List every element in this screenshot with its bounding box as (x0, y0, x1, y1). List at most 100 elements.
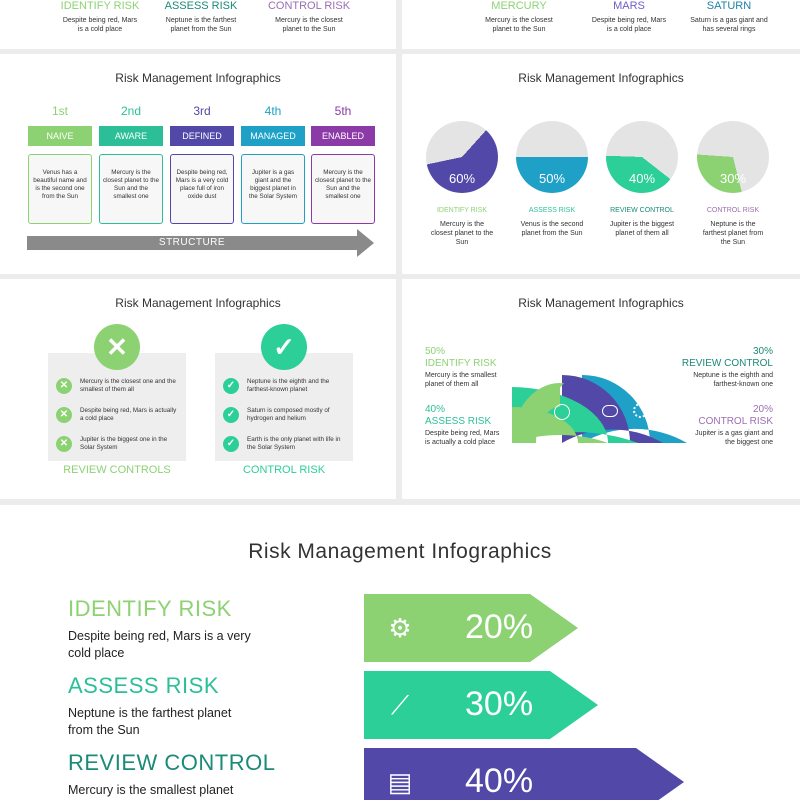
step-tag: NAIVE (28, 126, 92, 146)
main-title: Risk Management Infographics (248, 540, 552, 563)
slide-title: Risk Management Infographics (115, 296, 281, 310)
step-desc-box: Mercury is the closest planet to the Sun… (311, 154, 375, 224)
slide-title: Risk Management Infographics (518, 71, 684, 85)
pie-chart (426, 121, 498, 193)
structure-arrow-shape (27, 229, 374, 257)
clipboard-icon: ▤ (387, 767, 413, 797)
step-ordinal: 3rd (193, 104, 211, 118)
step-tag: MANAGED (241, 126, 305, 146)
slide-title: Risk Management Infographics (115, 71, 281, 85)
value-arrow-shape (364, 748, 684, 800)
card-item-text: Jupiter is the biggest one in the Solar … (80, 436, 168, 451)
row-heading: IDENTIFY RISK (68, 596, 232, 621)
identify-risk-heading: IDENTIFY RISK (60, 0, 140, 12)
line-chart-icon: ⟋ (390, 690, 410, 720)
row-value: 30% (465, 685, 534, 723)
pie-desc: Mercury is the closest planet to the Sun (430, 221, 494, 246)
assess-risk-desc: Neptune is the farthest planet from the … (165, 17, 237, 33)
check-icon: ✓ (223, 378, 239, 394)
step-tag: ENABLED (311, 126, 375, 146)
value-arrow-shape (364, 671, 598, 739)
identify-risk-desc: Despite being red, Mars is a cold place (62, 17, 138, 33)
value-arrow (364, 748, 684, 800)
presentation-icon (660, 403, 675, 415)
row-desc: Despite being red, Mars is a very cold p… (68, 629, 251, 660)
step-ordinal: 4th (264, 104, 282, 118)
gear-icon (633, 403, 648, 418)
ring-left-desc: Despite being red, Mars is actually a co… (425, 430, 500, 446)
pie-chart (516, 121, 588, 193)
row-desc: Neptune is the farthest planet from the … (68, 706, 232, 737)
step-ordinal: 5th (334, 104, 352, 118)
pie-desc: Jupiter is the biggest planet of them al… (609, 221, 675, 237)
ring-right-pct: 30% (752, 346, 773, 357)
top-left-slide: IDENTIFY RISK Despite being red, Mars is… (0, 0, 396, 49)
control-risk-desc: Mercury is the closest planet to the Sun (275, 17, 343, 33)
ring-left-desc: Mercury is the smallest planet of them a… (425, 372, 497, 388)
check-icon: ✓ (223, 407, 239, 423)
step-desc-box: Despite being red, Mars is a very cold p… (170, 154, 234, 224)
row-value: 40% (465, 762, 534, 800)
pie-value: 50% (538, 171, 566, 186)
row-heading: REVIEW CONTROL (68, 750, 276, 775)
mars-desc: Despite being red, Mars is a cold place (591, 17, 667, 33)
ring-arc-2-left (512, 383, 564, 443)
value-arrow-shape (364, 594, 578, 662)
ring-chart (512, 375, 687, 443)
card-item-text: Neptune is the eighth and the farthest-k… (247, 378, 330, 393)
value-arrow (364, 671, 598, 739)
value-arrow (364, 594, 578, 662)
cross-badge-icon: ✕ (94, 324, 140, 370)
pie-chart-icon (554, 404, 570, 420)
step-ordinal: 1st (51, 104, 68, 118)
ring-left-name: IDENTIFY RISK (425, 358, 497, 369)
step-ordinal: 2nd (120, 104, 142, 118)
pie-name: IDENTIFY RISK (436, 207, 488, 214)
cross-icon: ✕ (56, 378, 72, 394)
location-gear-icon: ⚙ (388, 613, 412, 643)
row-heading: ASSESS RISK (68, 673, 220, 698)
pie-value: 30% (719, 171, 747, 186)
cross-icon: ✕ (56, 407, 72, 423)
pie-name: CONTROL RISK (706, 207, 760, 214)
ring-right-name: CONTROL RISK (698, 416, 773, 427)
top-right-slide: MERCURY Mercury is the closest planet to… (402, 0, 800, 49)
mercury-desc: Mercury is the closest planet to the Sun (485, 17, 553, 33)
structure-arrow (27, 229, 374, 257)
pie-desc: Neptune is the farthest planet from the … (702, 221, 764, 246)
card-item-text: Saturn is composed mostly of hydrogen an… (247, 407, 330, 422)
card-item-text: Earth is the only planet with life in th… (247, 436, 341, 451)
pie-value: 40% (628, 171, 656, 186)
slide-title: Risk Management Infographics (518, 296, 684, 310)
card-label: CONTROL RISK (242, 464, 326, 476)
assess-risk-heading: ASSESS RISK (164, 0, 238, 12)
control-risk-heading: CONTROL RISK (267, 0, 351, 12)
mercury-heading: MERCURY (491, 0, 547, 12)
step-desc-box: Mercury is the closest planet to the Sun… (99, 154, 163, 224)
chat-icon (602, 405, 618, 417)
row-value: 20% (465, 608, 534, 646)
step-tag: DEFINED (170, 126, 234, 146)
ring-left-pct: 40% (425, 404, 446, 415)
pie-desc: Venus is the second planet from the Sun (520, 221, 584, 237)
pie-chart (697, 121, 769, 193)
saturn-heading: SATURN (706, 0, 752, 12)
pie-value: 60% (448, 171, 476, 186)
ring-left-pct: 50% (425, 346, 446, 357)
card-item-text: Mercury is the closest one and the small… (80, 378, 176, 393)
pie-name: ASSESS RISK (528, 207, 576, 214)
ring-right-pct: 20% (752, 404, 773, 415)
step-tag: AWARE (99, 126, 163, 146)
cross-icon: ✕ (56, 436, 72, 452)
card-label: REVIEW CONTROLS (63, 464, 171, 476)
step-desc-box: Jupiter is a gas giant and the biggest p… (241, 154, 305, 224)
card-item-text: Despite being red, Mars is actually a co… (80, 407, 177, 422)
structure-label: STRUCTURE (158, 237, 226, 248)
ring-right-name: REVIEW CONTROL (681, 358, 773, 369)
ring-left-name: ASSESS RISK (425, 416, 492, 427)
pie-chart (606, 121, 678, 193)
ring-right-desc: Jupiter is a gas giant and the biggest o… (695, 430, 773, 446)
row-desc: Mercury is the smallest planet (68, 783, 234, 797)
saturn-desc: Saturn is a gas giant and has several ri… (690, 17, 768, 33)
mars-heading: MARS (613, 0, 645, 12)
